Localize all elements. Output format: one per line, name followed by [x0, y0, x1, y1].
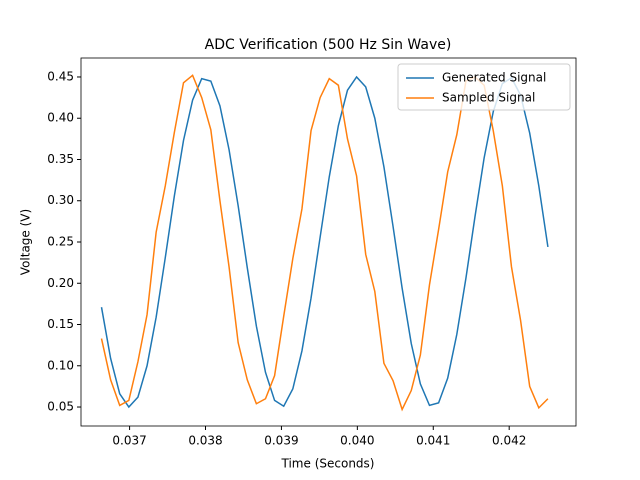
- x-tick-label: 0.041: [416, 434, 450, 448]
- y-tick-label: 0.35: [47, 152, 74, 166]
- axes-frame: [80, 57, 577, 427]
- y-tick-label: 0.30: [47, 193, 74, 207]
- x-tick-label: 0.037: [112, 434, 146, 448]
- x-tick-label: 0.039: [264, 434, 298, 448]
- x-tick-label: 0.038: [188, 434, 222, 448]
- y-tick-label: 0.15: [47, 317, 74, 331]
- x-tick-label: 0.040: [340, 434, 374, 448]
- y-tick-label: 0.25: [47, 235, 74, 249]
- y-tick-label: 0.40: [47, 111, 74, 125]
- legend-box: [397, 63, 571, 111]
- y-axis-label: Voltage (V): [19, 209, 33, 275]
- y-tick-label: 0.45: [47, 69, 74, 83]
- legend-label: Sampled Signal: [442, 91, 535, 105]
- x-axis-label: Time (Seconds): [281, 457, 375, 471]
- y-tick-label: 0.20: [47, 276, 74, 290]
- legend-label: Generated Signal: [442, 71, 546, 85]
- chart-title: ADC Verification (500 Hz Sin Wave): [205, 37, 452, 53]
- data-line: [100, 75, 549, 409]
- y-tick-label: 0.05: [47, 400, 74, 414]
- y-tick-label: 0.10: [47, 358, 74, 372]
- x-tick-label: 0.042: [492, 434, 526, 448]
